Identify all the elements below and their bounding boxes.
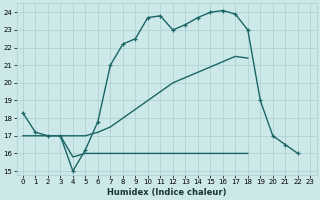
X-axis label: Humidex (Indice chaleur): Humidex (Indice chaleur) — [107, 188, 226, 197]
